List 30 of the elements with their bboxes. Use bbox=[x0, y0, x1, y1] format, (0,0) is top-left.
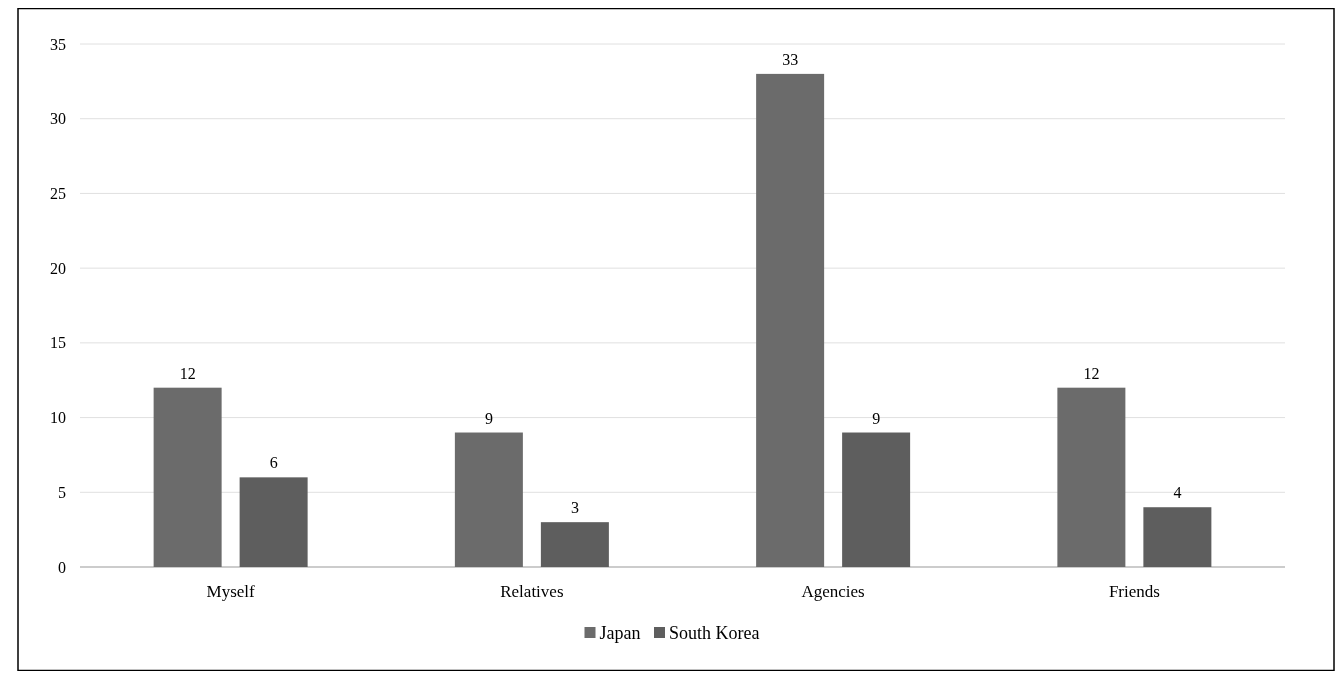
legend-label: South Korea bbox=[669, 623, 760, 644]
data-label: 9 bbox=[872, 409, 881, 427]
bar bbox=[153, 387, 222, 567]
y-tick-label: 10 bbox=[50, 409, 66, 427]
data-label: 33 bbox=[782, 50, 799, 68]
bar bbox=[540, 522, 609, 567]
data-label: 6 bbox=[269, 454, 278, 472]
y-tick-label: 0 bbox=[58, 558, 66, 576]
y-tick-label: 30 bbox=[50, 110, 66, 128]
bar bbox=[239, 477, 308, 567]
bar bbox=[756, 73, 825, 567]
y-tick-label: 35 bbox=[50, 35, 66, 53]
legend-label: Japan bbox=[599, 623, 641, 644]
data-label: 4 bbox=[1173, 484, 1182, 502]
data-label: 9 bbox=[484, 409, 493, 427]
bar bbox=[1143, 507, 1212, 567]
y-tick-label: 25 bbox=[50, 185, 66, 203]
bar bbox=[454, 432, 523, 567]
x-tick-label: Relatives bbox=[500, 582, 564, 601]
data-label: 3 bbox=[570, 499, 579, 517]
y-tick-label: 5 bbox=[58, 483, 66, 501]
x-tick-label: Agencies bbox=[801, 582, 865, 601]
x-tick-label: Myself bbox=[206, 582, 256, 601]
data-label: 12 bbox=[1083, 364, 1100, 382]
bar bbox=[842, 432, 911, 567]
x-tick-label: Friends bbox=[1108, 582, 1160, 601]
y-tick-label: 20 bbox=[50, 259, 66, 277]
y-tick-label: 15 bbox=[50, 334, 66, 352]
data-label: 12 bbox=[179, 364, 196, 382]
bar bbox=[1057, 387, 1126, 567]
